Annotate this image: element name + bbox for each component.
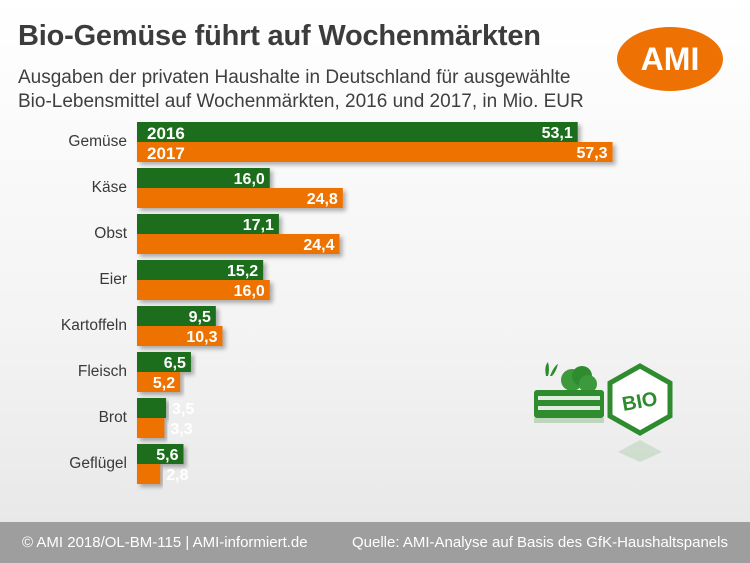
bar-chart: Gemüse 53,1 2016 57,3 2017 Käse 16,0 24,8 Obst 17… [61,122,613,484]
category-label: Brot [99,409,128,426]
data-label: 10,3 [186,329,217,346]
bar-2016-geflügel [137,444,184,464]
data-label: 53,1 [542,125,573,142]
category-label: Eier [99,271,127,288]
bar-2016-obst [137,214,279,234]
vegetable-crate-icon [534,362,604,423]
footer-copyright: © AMI 2018/OL-BM-115 | AMI-informiert.de [22,534,308,551]
bar-2017-brot [137,418,165,438]
bar-2016-käse [137,168,270,188]
legend-label-2017: 2017 [147,144,185,163]
bar-2017-käse [137,188,343,208]
data-label: 16,0 [234,171,265,188]
chart-subtitle-line-2: Bio-Lebensmittel auf Wochenmärkten, 2016… [18,91,584,112]
chart-subtitle-line-1: Ausgaben der privaten Haushalte in Deuts… [18,67,571,88]
footer-bar: © AMI 2018/OL-BM-115 | AMI-informiert.de… [0,522,750,563]
data-label: 16,0 [234,283,265,300]
data-label: 57,3 [576,145,607,162]
data-label: 17,1 [243,217,274,234]
data-label: 5,2 [153,375,175,392]
bar-2017-geflügel [137,464,161,484]
category-label: Fleisch [78,363,127,380]
data-label: 9,5 [189,309,211,326]
data-label: 15,2 [227,263,258,280]
bar-2017-kartoffeln [137,326,223,346]
data-label: 6,5 [164,355,186,372]
data-label: 2,8 [166,467,188,484]
category-label: Gemüse [68,133,127,150]
category-label: Käse [92,179,127,196]
data-label: 24,4 [303,237,334,254]
bar-2016-kartoffeln [137,306,216,326]
bar-2017-eier [137,280,270,300]
data-label: 3,5 [172,401,194,418]
category-label: Geflügel [69,455,127,472]
chart-title: Bio-Gemüse führt auf Wochenmärkten [18,20,541,52]
bar-2016-fleisch [137,352,191,372]
data-label: 5,6 [156,447,178,464]
bar-2017-gemüse [137,142,613,162]
bio-seal-icon: BIO [607,363,673,462]
category-label: Obst [94,225,127,242]
category-label: Kartoffeln [61,317,127,334]
ami-logo: AMI [617,27,723,91]
bar-2016-gemüse [137,122,578,142]
legend-label-2016: 2016 [147,124,185,143]
bar-2017-obst [137,234,340,254]
data-label: 3,3 [170,421,192,438]
footer-source: Quelle: AMI-Analyse auf Basis des GfK-Ha… [351,534,728,551]
bar-2016-eier [137,260,264,280]
bar-2017-fleisch [137,372,181,392]
bar-2016-brot [137,398,167,418]
data-label: 24,8 [307,191,338,208]
bio-illustration: BIO [534,362,673,462]
